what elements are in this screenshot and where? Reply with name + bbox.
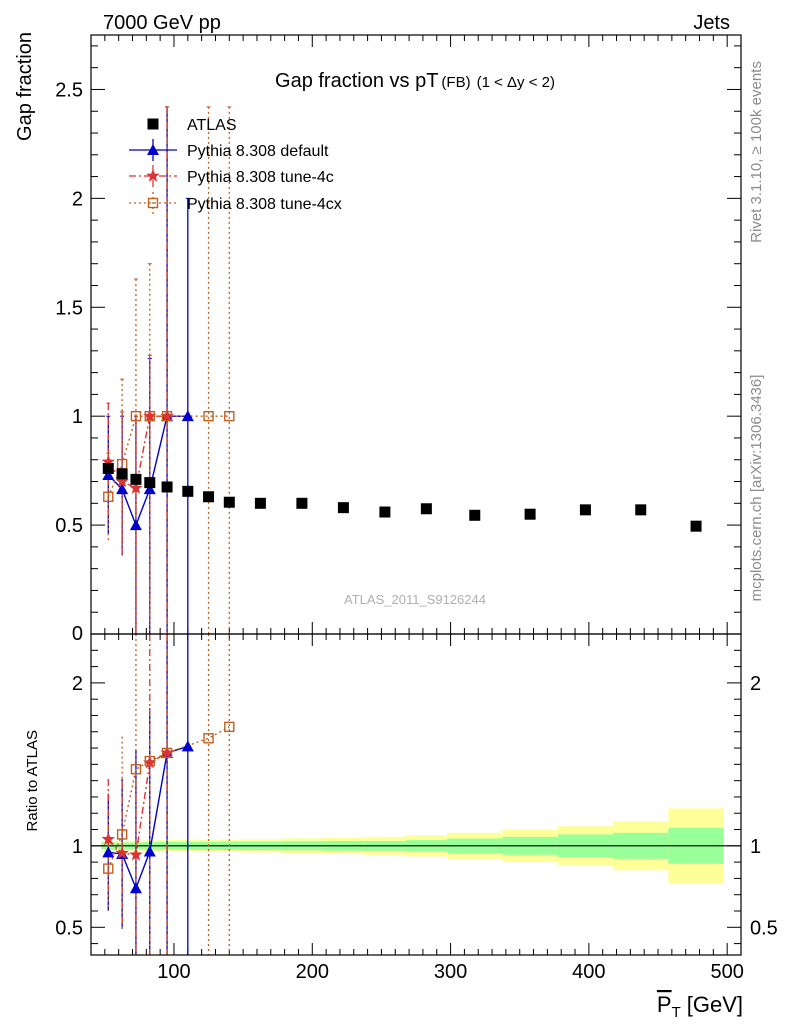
series-2-point <box>160 409 174 422</box>
data-point <box>469 509 481 521</box>
series-1-point <box>129 519 142 531</box>
side-text-top: Rivet 3.1.10, ≥ 100k events <box>748 61 765 243</box>
ratio-y-tick-label: 0.5 <box>750 917 778 939</box>
series-3-point <box>224 410 235 422</box>
data-point <box>223 496 235 508</box>
series-1-ratio-point <box>181 740 194 752</box>
series-3-ratio-point <box>224 721 235 733</box>
header-left: 7000 GeV pp <box>103 12 221 34</box>
legend-label: Pythia 8.308 tune-4cx <box>187 196 342 213</box>
data-point <box>116 468 128 480</box>
main-y-tick-label: 2.5 <box>55 79 83 101</box>
series-1-point <box>143 483 156 495</box>
main-y-tick-label: 0 <box>72 623 83 645</box>
data-point <box>635 504 647 516</box>
series-2-point <box>143 409 157 422</box>
watermark: ATLAS_2011_S9126244 <box>344 592 486 607</box>
series-2-point <box>115 474 129 488</box>
series-1-point <box>181 410 194 422</box>
series-2-ratio-point <box>143 755 157 769</box>
series-2-point <box>129 481 143 494</box>
series-3-ratio-point <box>103 863 114 874</box>
series-3-ratio-point <box>116 829 128 840</box>
reference-bands <box>91 808 741 884</box>
x-axis-label: PT [GeV] <box>657 992 743 1021</box>
data-point <box>579 504 591 516</box>
chart-title: Gap fraction vs pT (FB) (1 < Δy < 2) <box>275 70 555 92</box>
series-3-line <box>107 415 230 498</box>
ratio-y-tick-label: 0.5 <box>55 917 83 939</box>
legend-label: Pythia 8.308 tune-4c <box>187 169 334 186</box>
series-3-ratio-point <box>130 764 142 775</box>
series-2-ratio-point <box>101 832 115 845</box>
main-y-tick-label: 1 <box>72 406 83 428</box>
header-right: Jets <box>693 12 730 34</box>
ratio-plot-frame <box>90 633 742 956</box>
series-1-ratio-line <box>108 745 189 891</box>
ratio-y-tick-label: 1 <box>750 836 761 858</box>
series-2-ratio-point <box>115 846 129 859</box>
series-2-ratio-point <box>160 745 174 759</box>
axes-and-ticks: 100 200 300 400 500 0.5 1 1.5 2 2.5 0 0.5 0.5 1 1 2 2 <box>55 35 778 983</box>
main-y-tick-label: 2 <box>72 188 83 210</box>
series-3-ratio-point <box>144 755 155 767</box>
data-point <box>690 520 702 532</box>
x-tick-label: 100 <box>157 961 190 983</box>
legend-marker <box>147 144 159 155</box>
x-tick-label: 200 <box>296 961 329 983</box>
x-tick-label: 300 <box>434 961 467 983</box>
data-point <box>182 485 194 497</box>
ratio-y-label: Ratio to ATLAS <box>24 730 41 831</box>
series-3-point <box>144 410 155 422</box>
series-2-point <box>101 454 115 468</box>
series-1-point <box>102 468 115 480</box>
ratio-y-tick-label: 1 <box>72 836 83 858</box>
data-point <box>254 497 266 509</box>
main-y-tick-label: 0.5 <box>55 515 83 537</box>
plot-frames <box>90 34 742 956</box>
side-text-bottom: mcplots.cern.ch [arXiv:1306.3436] <box>748 375 765 602</box>
series-markers <box>101 409 702 894</box>
ratio-y-tick-label: 2 <box>750 673 761 695</box>
legend-label: ATLAS <box>187 117 237 134</box>
series-3-point <box>103 491 114 502</box>
series-3-point <box>203 410 214 422</box>
main-y-label: Gap fraction <box>14 32 36 141</box>
error-bars <box>106 106 232 955</box>
data-point <box>144 477 156 489</box>
x-tick-label: 400 <box>572 961 605 983</box>
data-point <box>203 491 215 503</box>
series-1-point <box>116 483 129 495</box>
data-point <box>524 508 536 520</box>
data-point <box>337 502 349 514</box>
legend-marker <box>147 118 159 130</box>
series-3-ratio-line <box>107 726 230 869</box>
data-point <box>130 473 142 485</box>
legend: ATLAS Pythia 8.308 default Pythia 8.308 tu… <box>129 117 342 214</box>
series-1-ratio-point <box>102 846 115 858</box>
series-3-point <box>161 410 173 422</box>
legend-marker <box>147 197 159 209</box>
series-2-ratio-point <box>129 847 143 861</box>
series-1-ratio-point <box>129 882 142 894</box>
data-point <box>296 497 308 509</box>
series-3-ratio-point <box>203 733 214 744</box>
legend-marker <box>146 169 160 182</box>
data-point <box>161 481 173 493</box>
data-point <box>420 503 432 515</box>
data-point <box>102 462 114 474</box>
ratio-y-tick-label: 2 <box>72 673 83 695</box>
data-point <box>379 506 391 518</box>
series-1-ratio-point <box>143 845 156 857</box>
main-y-tick-label: 1.5 <box>55 297 83 319</box>
legend-label: Pythia 8.308 default <box>187 143 329 160</box>
x-tick-label: 500 <box>710 961 743 983</box>
series-3-point <box>130 410 142 422</box>
series-3-ratio-point <box>161 747 173 759</box>
